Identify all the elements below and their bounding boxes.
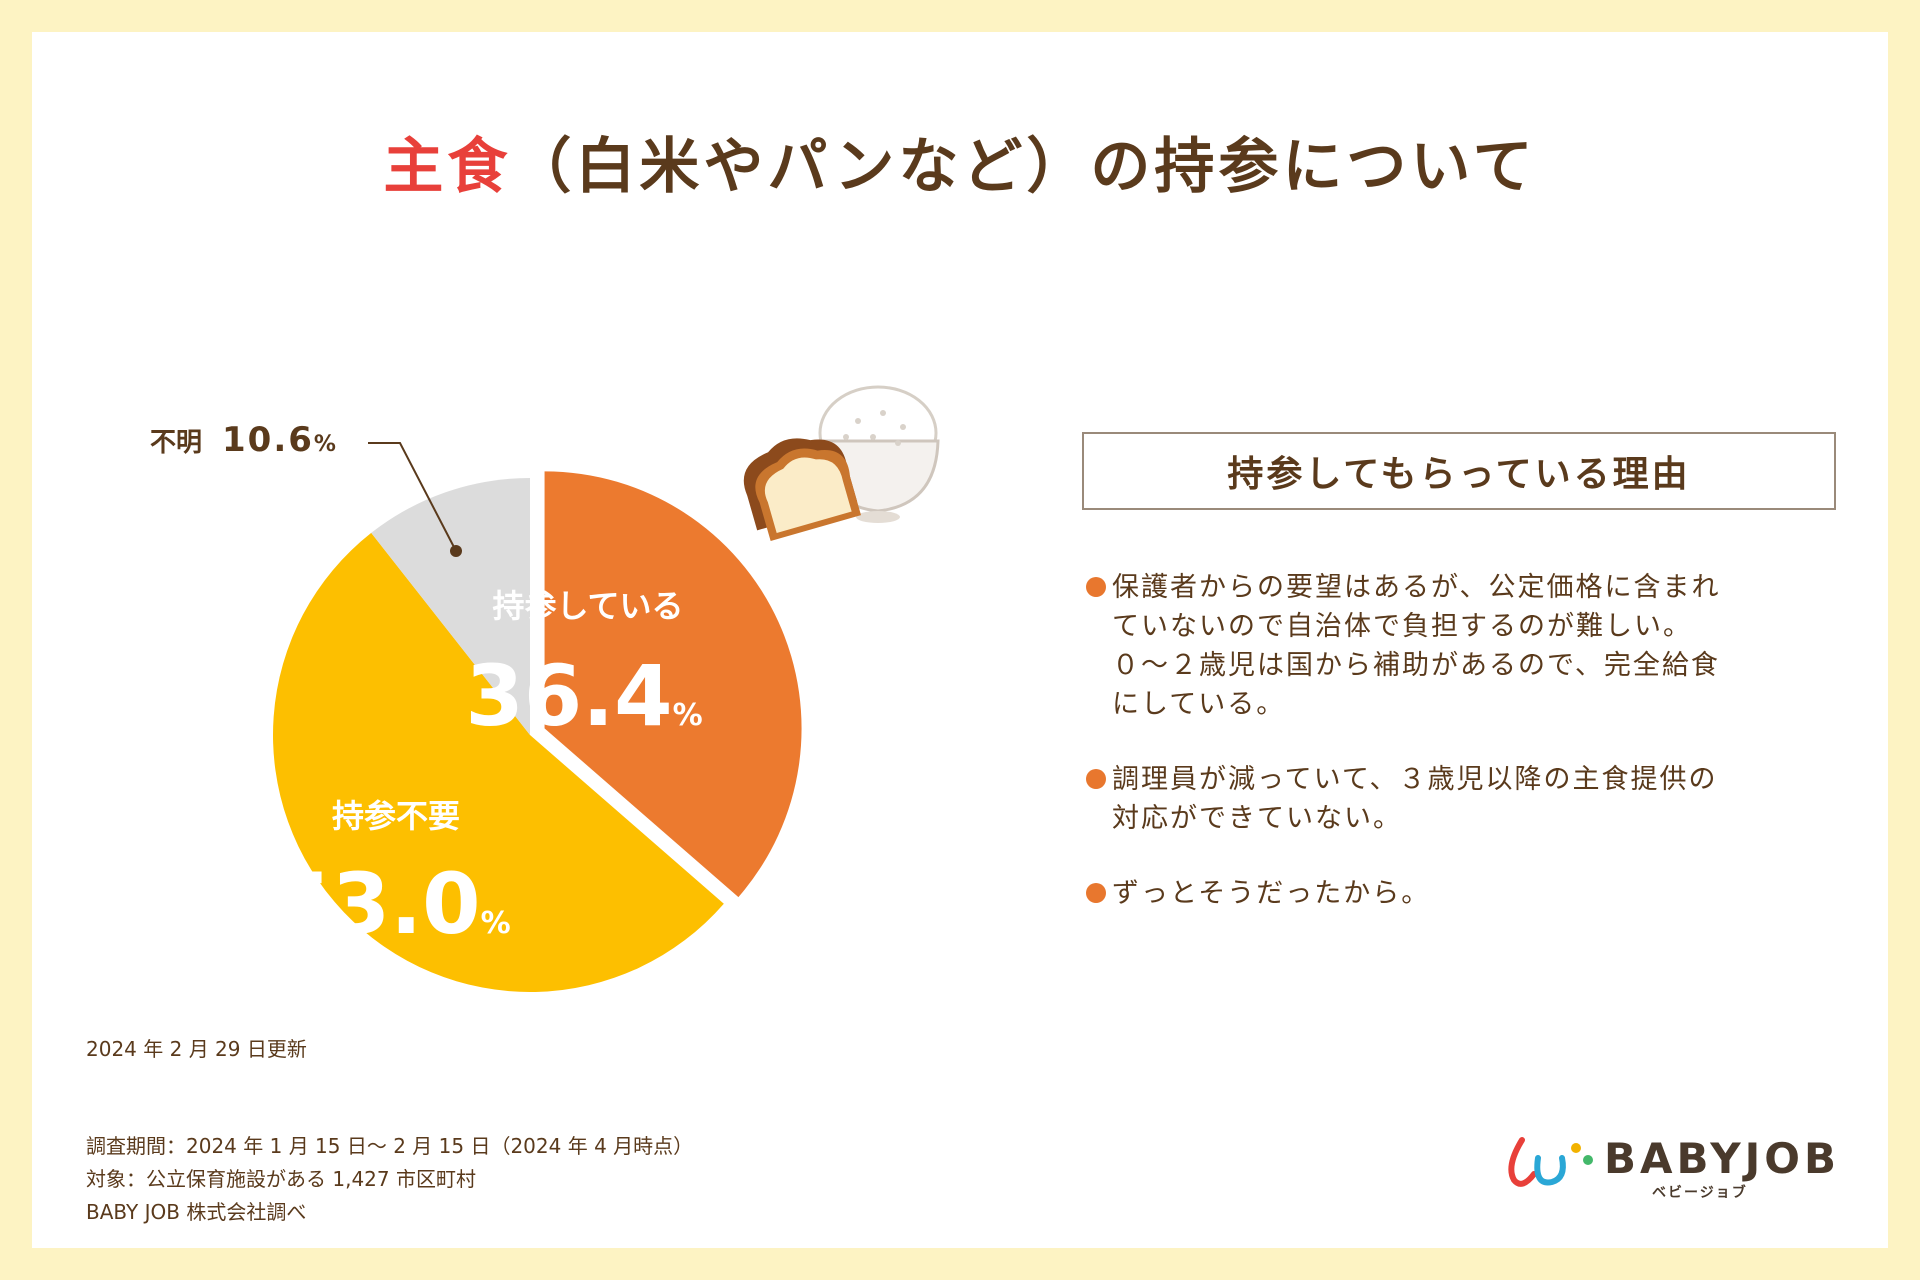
bullet-dot xyxy=(1086,883,1106,903)
label-unknown-value: 10.6% xyxy=(222,420,338,460)
reason-text: 保護者からの要望はあるが、公定価格に含まれ ていないので自治体で負担するのが難し… xyxy=(1112,572,1721,720)
update-date: 2024 年 2 月 29 日更新 xyxy=(86,1037,307,1061)
slice-not-needed xyxy=(273,532,724,992)
reason-item: 調理員が減っていて、３歳児以降の主食提供の 対応ができていない。 xyxy=(1086,760,1846,838)
reasons-list: 保護者からの要望はあるが、公定価格に含まれ ていないので自治体で負担するのが難し… xyxy=(1086,568,1846,949)
label-unknown-number: 10.6 xyxy=(222,420,314,460)
label-not-needed-unit: % xyxy=(481,906,511,941)
slice-unknown xyxy=(371,478,530,735)
babyjob-logo[interactable]: BABYJOB ベビージョブ xyxy=(1500,1128,1840,1201)
chart-title: 主食（白米やパンなど）の持参について xyxy=(0,118,1920,205)
reasons-heading-box: 持参してもらっている理由 xyxy=(1082,432,1836,510)
label-brought-unit: % xyxy=(673,698,703,733)
label-brought-value: 36.4% xyxy=(465,647,702,745)
title-highlight: 主食 xyxy=(383,132,512,202)
logo-subtext: ベビージョブ xyxy=(1652,1185,1748,1201)
note-target: 対象：公立保育施設がある 1,427 市区町村 xyxy=(86,1167,476,1191)
label-brought-number: 36.4 xyxy=(465,647,672,745)
bread-icon xyxy=(743,438,862,542)
label-unknown-unit: % xyxy=(314,432,338,457)
unknown-leader-dot xyxy=(450,545,462,557)
reasons-heading: 持参してもらっている理由 xyxy=(1227,454,1691,495)
reason-text: 調理員が減っていて、３歳児以降の主食提供の 対応ができていない。 xyxy=(1112,764,1718,834)
bullet-dot xyxy=(1086,577,1106,597)
reason-text: ずっとそうだったから。 xyxy=(1112,878,1431,909)
pie-labels: 不明 10.6% 持参している 36.4% 持参不要 53.0% xyxy=(150,420,703,953)
survey-notes: 調査期間：2024 年 1 月 15 日～ 2 月 15 日（2024 年 4 … xyxy=(86,1130,693,1229)
logo-text: BABYJOB xyxy=(1604,1134,1840,1183)
rice-bowl-icon xyxy=(816,385,940,523)
note-source: BABY JOB 株式会社調べ xyxy=(86,1200,307,1224)
logo-mark-icon xyxy=(1508,1137,1593,1187)
pie-slices xyxy=(273,471,802,992)
label-not-needed-number: 53.0 xyxy=(273,855,480,953)
label-not-needed-value: 53.0% xyxy=(273,855,510,953)
reason-item: ずっとそうだったから。 xyxy=(1086,874,1846,913)
reason-item: 保護者からの要望はあるが、公定価格に含まれ ていないので自治体で負担するのが難し… xyxy=(1086,568,1846,724)
note-period: 調査期間：2024 年 1 月 15 日～ 2 月 15 日（2024 年 4 … xyxy=(86,1134,694,1158)
unknown-leader-line xyxy=(368,442,457,552)
slice-brought xyxy=(544,471,802,898)
pie-chart: 不明 10.6% 持参している 36.4% 持参不要 53.0% xyxy=(150,385,940,992)
bullet-dot xyxy=(1086,769,1106,789)
title-rest: （白米やパンなど）の持参について xyxy=(511,132,1537,202)
label-unknown-name: 不明 xyxy=(150,428,202,458)
label-brought-name: 持参している xyxy=(492,587,683,625)
label-not-needed-name: 持参不要 xyxy=(332,797,460,835)
